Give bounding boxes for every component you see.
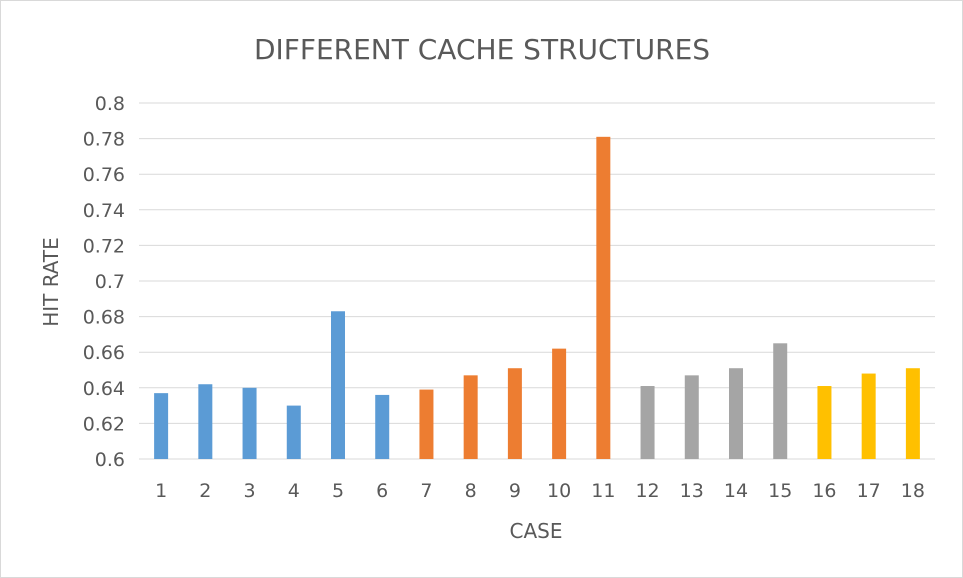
y-tick-label: 0.68: [83, 307, 125, 329]
y-tick-label: 0.64: [83, 378, 125, 400]
x-tick-label: 5: [332, 480, 344, 502]
bars: [154, 136, 920, 459]
bar-case-18: [905, 368, 920, 459]
y-tick-label: 0.66: [83, 342, 125, 364]
x-tick-label: 12: [635, 480, 659, 502]
y-tick-label: 0.6: [95, 449, 125, 471]
bar-case-5: [331, 311, 345, 459]
x-tick-label: 7: [420, 480, 432, 502]
bar-case-6: [375, 394, 390, 459]
x-tick-label: 10: [547, 480, 571, 502]
bar-case-2: [198, 384, 213, 459]
x-tick-label: 11: [591, 480, 615, 502]
y-tick-label: 0.78: [83, 129, 125, 151]
y-tick-label: 0.7: [95, 271, 125, 293]
y-tick-label: 0.72: [83, 235, 125, 257]
y-tick-label: 0.8: [95, 93, 125, 115]
y-tick-labels: 0.6 0.62 0.64 0.66 0.68 0.7 0.72 0.74 0.76 0.78 0.…: [83, 93, 125, 471]
x-tick-label: 14: [724, 480, 748, 502]
bar-case-7: [419, 389, 434, 459]
y-tick-label: 0.76: [83, 164, 125, 186]
x-axis-label: CASE: [510, 519, 563, 543]
x-tick-label: 15: [768, 480, 792, 502]
bar-case-3: [242, 387, 257, 459]
y-tick-label: 0.74: [83, 200, 125, 222]
y-axis-label: HIT RATE: [39, 237, 63, 327]
x-tick-label: 2: [199, 480, 211, 502]
bar-case-16: [817, 386, 832, 459]
y-tick-label: 0.62: [83, 413, 125, 435]
bar-case-13: [684, 375, 699, 459]
bar-case-11: [596, 136, 611, 459]
bar-case-10: [552, 348, 567, 459]
gridlines: [139, 102, 935, 460]
x-tick-labels: 1 2 3 4 5 6 7 8 9 10 11 12 13 14 15 16 17 18: [155, 480, 925, 502]
x-tick-label: 4: [288, 480, 300, 502]
x-tick-label: 3: [244, 480, 256, 502]
bar-case-4: [286, 405, 301, 459]
bar-case-17: [861, 373, 876, 459]
bar-case-8: [463, 375, 478, 459]
x-tick-label: 17: [857, 480, 881, 502]
x-tick-label: 13: [680, 480, 704, 502]
bar-case-15: [773, 343, 788, 459]
bar-case-12: [640, 386, 655, 459]
x-tick-label: 16: [812, 480, 836, 502]
x-tick-label: 9: [509, 480, 521, 502]
bar-case-9: [507, 368, 522, 459]
chart-title: DIFFERENT CACHE STRUCTURES: [254, 33, 710, 66]
x-tick-label: 18: [901, 480, 925, 502]
x-tick-label: 6: [376, 480, 388, 502]
x-tick-label: 1: [155, 480, 167, 502]
x-tick-label: 8: [465, 480, 477, 502]
bar-case-14: [729, 368, 743, 459]
bar-case-1: [154, 393, 169, 459]
